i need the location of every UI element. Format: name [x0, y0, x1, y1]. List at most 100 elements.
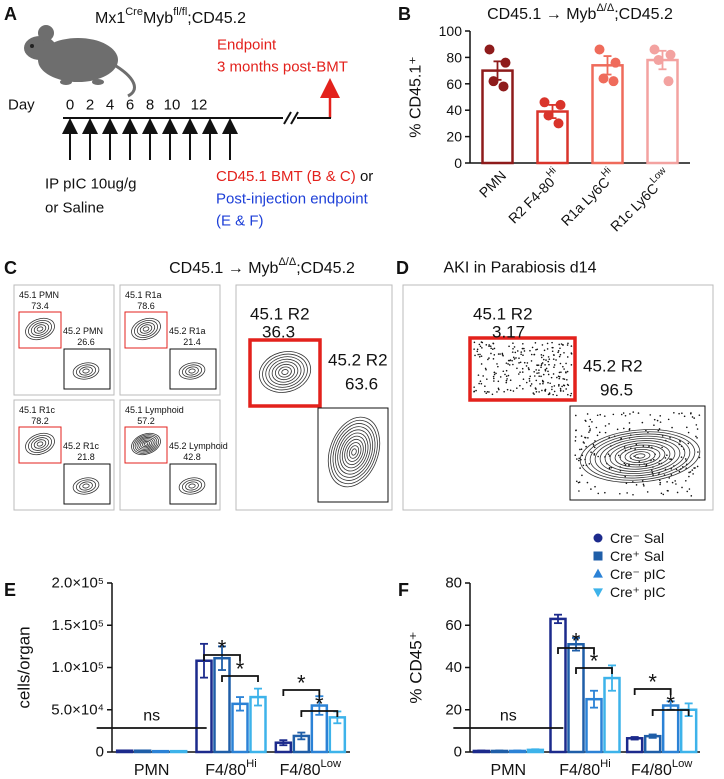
bar: [549, 617, 567, 754]
event-dot: [565, 371, 567, 374]
x-tick-label: F4/80Low: [280, 758, 342, 779]
significance-bracket: [203, 654, 241, 661]
event-dot: [512, 390, 515, 392]
event-dot: [547, 373, 550, 376]
event-dot: [516, 387, 518, 389]
event-dot: [575, 429, 577, 431]
event-dot: [688, 475, 690, 478]
event-dot: [675, 468, 678, 471]
event-dot: [475, 389, 477, 392]
event-dot: [523, 350, 526, 352]
day-label: Day: [8, 97, 35, 114]
event-dot: [556, 376, 558, 379]
event-dot: [582, 464, 585, 467]
legend-label: Cre⁻ pIC: [610, 566, 666, 582]
event-dot: [513, 358, 516, 360]
gate-value: 36.3: [262, 323, 295, 342]
event-dot: [660, 492, 663, 495]
event-dot: [473, 390, 476, 393]
event-dot: [563, 378, 566, 380]
contour: [30, 437, 50, 451]
contour: [139, 324, 153, 334]
title-part: CD45.1 → Myb: [169, 260, 278, 277]
event-dot: [521, 371, 524, 373]
legend-marker: [593, 533, 603, 543]
plot-frame: [402, 284, 714, 511]
or-text: or: [360, 168, 373, 185]
contour: [178, 362, 206, 380]
event-dot: [523, 347, 525, 350]
contour: [348, 445, 360, 459]
event-dot: [506, 388, 509, 391]
contour: [624, 448, 656, 464]
mouse-icon: [24, 25, 136, 98]
event-dot: [520, 353, 522, 356]
event-dot: [562, 365, 564, 368]
event-dot: [546, 342, 549, 345]
event-dot: [540, 375, 542, 378]
gate-high: [18, 426, 62, 464]
contour: [327, 416, 381, 488]
event-dot: [558, 383, 560, 386]
panel-title: CD45.1 → MybΔ/Δ;CD45.2: [169, 256, 355, 277]
contour: [346, 442, 362, 462]
charts: B CD45.1 → MybΔ/Δ;CD45.2% CD45.1⁺02040608…: [4, 2, 700, 779]
event-dot: [506, 378, 508, 380]
gate-value: 78.6: [137, 301, 155, 311]
day-ticks: 0 2 4 6 8 10 12: [66, 97, 208, 114]
event-dot: [530, 360, 533, 362]
event-dot: [553, 364, 556, 366]
event-dot: [579, 448, 581, 451]
significance-bracket: [633, 688, 672, 695]
event-dot: [623, 446, 626, 448]
event-dot: [515, 357, 517, 359]
event-dot: [528, 380, 531, 382]
event-dot: [559, 353, 562, 356]
data-point: [484, 44, 495, 55]
event-dot: [540, 356, 543, 359]
day-number: 8: [146, 97, 154, 114]
contour: [634, 453, 646, 459]
event-dot: [689, 471, 692, 473]
event-dot: [533, 393, 535, 395]
event-dot: [590, 451, 592, 453]
event-dot: [480, 382, 483, 385]
event-dot: [545, 359, 547, 361]
event-dot: [493, 371, 496, 374]
event-dot: [545, 367, 548, 370]
event-dot: [526, 362, 529, 364]
event-dot: [509, 389, 512, 392]
event-dot: [694, 467, 696, 469]
data-point: [553, 118, 564, 129]
contour: [351, 448, 357, 456]
event-dot: [691, 416, 694, 418]
contour: [82, 483, 90, 489]
contour: [131, 432, 161, 456]
gate-name: 45.1 Lymphoid: [125, 405, 184, 415]
event-dot: [567, 342, 569, 345]
event-dot: [633, 455, 635, 457]
contour: [185, 366, 199, 376]
event-dot: [539, 383, 541, 385]
category-sup: Hi: [246, 758, 257, 770]
contour: [141, 440, 151, 448]
event-dot: [509, 379, 512, 382]
gate-value: 73.4: [31, 301, 49, 311]
endpoint-label: Endpoint: [217, 37, 277, 54]
contour: [75, 364, 97, 378]
event-dot: [574, 454, 577, 457]
event-dot: [687, 442, 690, 445]
event-dot: [551, 350, 554, 353]
contour: [594, 435, 686, 477]
event-dot: [628, 422, 631, 424]
event-dot: [473, 348, 475, 350]
contour: [614, 444, 666, 468]
event-dot: [664, 457, 667, 459]
event-dot: [662, 493, 665, 496]
event-dot: [624, 475, 626, 478]
event-dot: [481, 341, 484, 344]
x-tick-label: PMN: [134, 762, 170, 779]
event-dot: [507, 363, 509, 365]
contour: [332, 423, 376, 481]
event-dot: [552, 393, 554, 396]
